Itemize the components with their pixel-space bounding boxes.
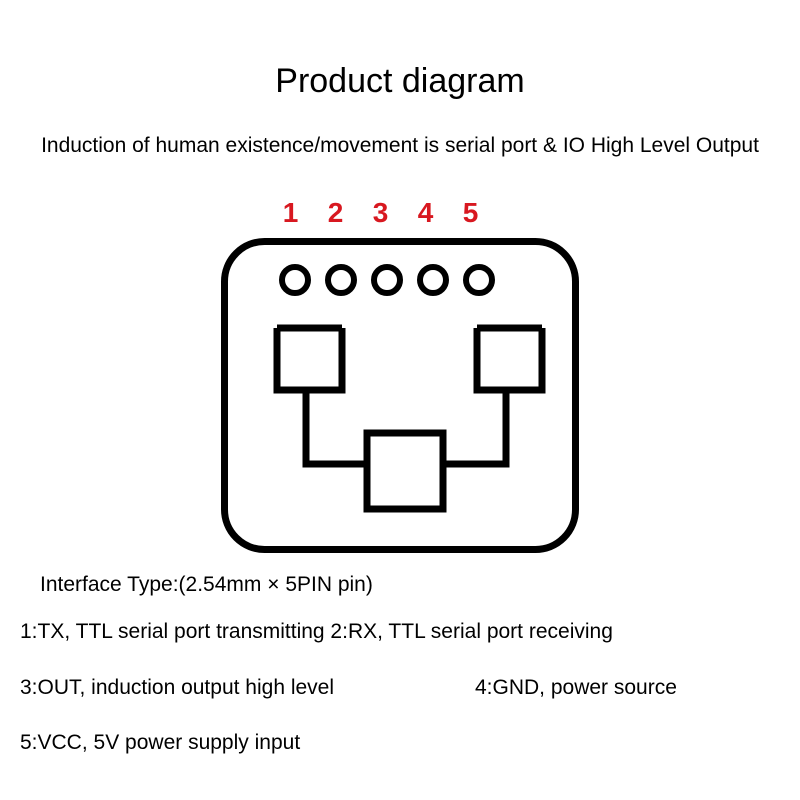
right-component-box <box>477 328 542 390</box>
left-component-box <box>277 328 342 390</box>
pin-number-4: 4 <box>415 197 436 229</box>
diagram-svg <box>221 238 581 558</box>
center-component-box <box>367 433 443 509</box>
pin-number-5: 5 <box>460 197 481 229</box>
connector-lines <box>306 390 506 464</box>
subtitle: Induction of human existence/movement is… <box>0 134 800 158</box>
product-diagram <box>221 238 581 563</box>
pin-description-5: 5:VCC, 5V power supply input <box>20 731 300 755</box>
pin-circle-1 <box>282 267 308 293</box>
pin-circle-4 <box>420 267 446 293</box>
interface-type-label: Interface Type:(2.54mm × 5PIN pin) <box>40 573 373 597</box>
pin-circles <box>282 267 492 293</box>
pin-circle-5 <box>466 267 492 293</box>
pin-number-1: 1 <box>280 197 301 229</box>
pin-number-3: 3 <box>370 197 391 229</box>
pin-description-3: 3:OUT, induction output high level <box>20 676 334 700</box>
page-title: Product diagram <box>0 62 800 101</box>
pin-description-4: 4:GND, power source <box>475 676 677 700</box>
pin-description-1-2: 1:TX, TTL serial port transmitting 2:RX,… <box>20 620 780 644</box>
pin-circle-3 <box>374 267 400 293</box>
pin-numbers-row: 1 2 3 4 5 <box>280 197 481 229</box>
pin-number-2: 2 <box>325 197 346 229</box>
pin-circle-2 <box>328 267 354 293</box>
